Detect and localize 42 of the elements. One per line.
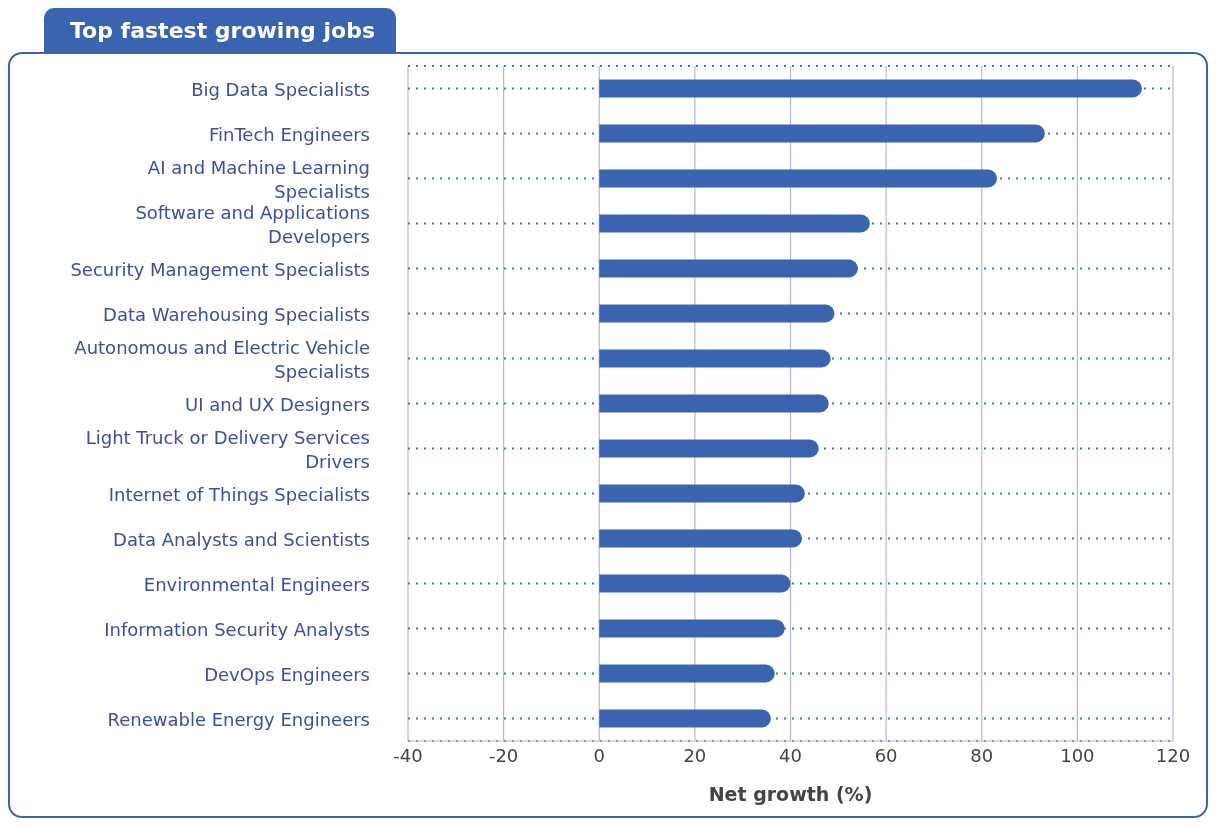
y-tick-label: Internet of Things Specialists — [108, 483, 370, 504]
y-tick-label: Autonomous and Electric Vehicle Specialists — [74, 336, 370, 381]
bar — [599, 709, 771, 728]
y-tick-label: Data Analysts and Scientists — [113, 528, 370, 549]
y-tick-label: UI and UX Designers — [184, 393, 370, 414]
bar — [599, 169, 998, 188]
x-tick-label: 20 — [683, 744, 707, 766]
y-tick-label: Environmental Engineers — [143, 573, 370, 594]
y-tick-label: Light Truck or Delivery Services Drivers — [85, 426, 370, 471]
x-tick-label: 60 — [874, 744, 898, 766]
x-tick-label: 0 — [593, 744, 605, 766]
x-axis-title: Net growth (%) — [708, 783, 873, 805]
y-tick-label: Security Management Specialists — [70, 258, 370, 279]
bar — [599, 664, 775, 683]
x-tick-label: 120 — [1155, 744, 1191, 766]
y-tick-label: Information Security Analysts — [104, 618, 370, 639]
text: Top fastest growing jobs — [44, 8, 396, 52]
bar — [599, 529, 802, 548]
y-tick-label: AI and Machine Learning Specialists — [147, 156, 370, 201]
y-tick-label: FinTech Engineers — [208, 123, 370, 144]
bar — [599, 394, 829, 413]
y-tick-label: DevOps Engineers — [204, 663, 370, 684]
bar — [599, 574, 791, 593]
bar — [599, 124, 1045, 143]
bar — [599, 439, 819, 458]
bar — [599, 79, 1142, 98]
bar — [599, 619, 785, 638]
panel-frame: -40 -20 0 20 40 60 80 100 120 Net growth (%) Big Data Specialists FinTech Engineers AI and Machine Learning Specialists Software and Applications Developers Security Management Specialists Data Warehousing Specialists Autonomous and Electric Vehicle Specialists UI and UX Designers Light Truck or Delivery Services Drivers Internet of Things Specialists Data Analysts and Scientists Environmental Engineers Information Security Analysts DevOps Engineers Renewable Energy Engineers — [8, 52, 1208, 818]
x-tick-label: 80 — [970, 744, 994, 766]
bar — [599, 214, 870, 233]
bar — [599, 484, 805, 503]
bar — [599, 304, 835, 323]
y-tick-label: Big Data Specialists — [191, 78, 370, 99]
x-tick-label: 40 — [779, 744, 802, 766]
y-tick-label: Renewable Energy Engineers — [107, 708, 370, 729]
x-tick-label: -20 — [488, 744, 519, 766]
x-tick-label: -40 — [393, 744, 423, 766]
bar — [599, 349, 831, 368]
bar — [599, 259, 858, 278]
y-tick-label: Data Warehousing Specialists — [103, 303, 370, 324]
x-tick-label: 100 — [1060, 744, 1095, 766]
y-tick-label: Software and Applications Developers — [135, 201, 370, 246]
